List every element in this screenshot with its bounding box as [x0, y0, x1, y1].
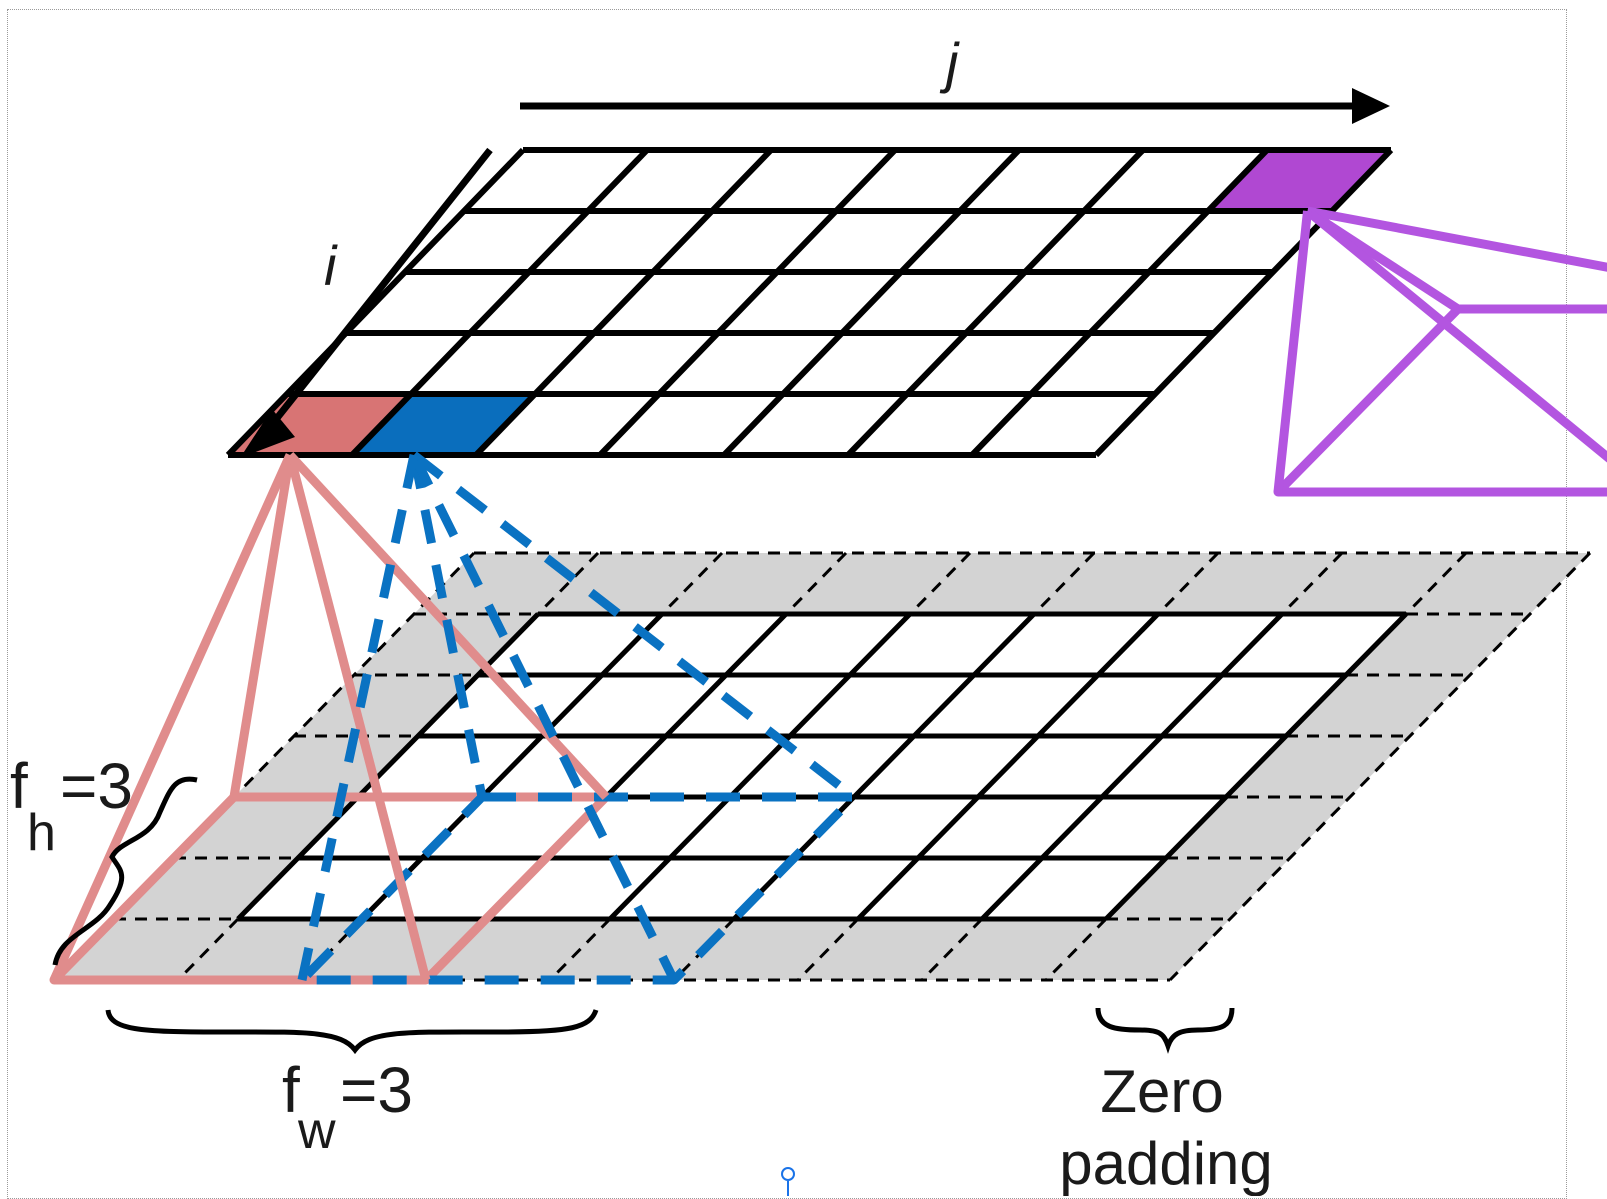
selection-handle-icon[interactable]	[781, 1167, 795, 1181]
red-receptive-field-edge	[234, 455, 290, 797]
j-arrowhead-icon	[1352, 88, 1390, 124]
selection-handle-stem	[787, 1181, 789, 1196]
fw-subscript: w	[297, 1102, 336, 1160]
purple-receptive-field-base	[1278, 309, 1607, 492]
fh-base: f	[10, 750, 28, 822]
fh-value: =3	[60, 750, 133, 822]
fw-brace-icon	[108, 1010, 596, 1050]
fw-value: =3	[340, 1054, 413, 1126]
purple-receptive-field-edge	[1308, 211, 1607, 309]
zero-padding-line-1: Zero	[1100, 1058, 1223, 1125]
purple-receptive-field-edge	[1308, 211, 1607, 492]
zero-padding-label: Zero padding	[1059, 1058, 1273, 1196]
zero-padding-line-2: padding	[1059, 1130, 1273, 1196]
j-axis-label: j	[939, 31, 960, 94]
filter-width-label: f w =3	[282, 1054, 413, 1160]
i-axis-label: i	[324, 234, 338, 297]
zero-padding-brace-icon	[1098, 1008, 1232, 1046]
output-layer	[228, 150, 1391, 455]
fh-subscript: h	[27, 804, 56, 862]
